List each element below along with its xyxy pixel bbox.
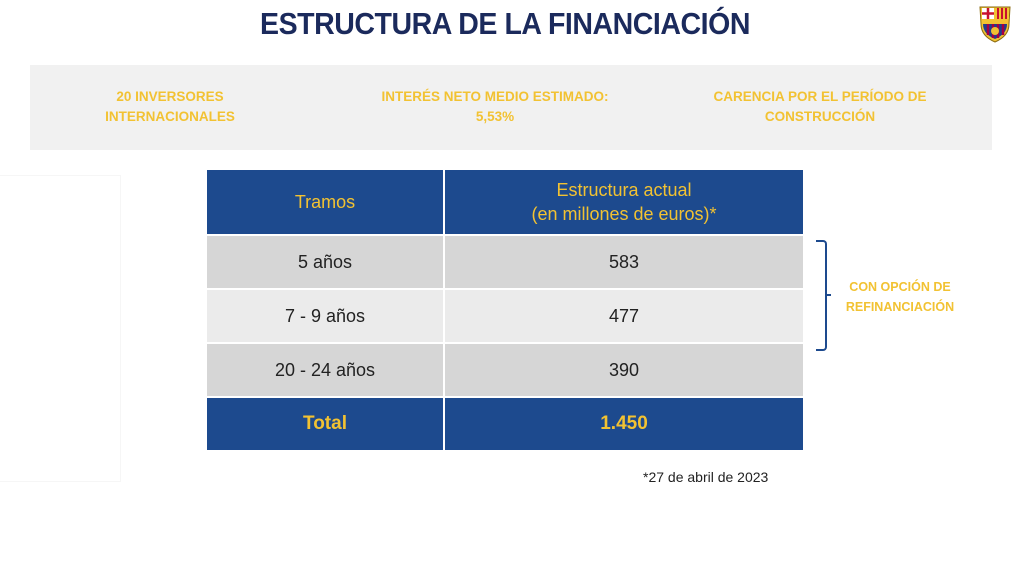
tramo-cell: 20 - 24 años	[207, 344, 445, 396]
highlight-text: CARENCIA POR EL PERÍODO DE	[713, 89, 927, 104]
value-cell: 583	[445, 236, 803, 288]
refinancing-text: CON OPCIÓN DE	[849, 280, 951, 294]
total-value: 1.450	[445, 398, 803, 450]
tramo-cell: 7 - 9 años	[207, 290, 445, 342]
bracket-icon	[816, 240, 831, 351]
header-line: (en millones de euros)*	[531, 204, 717, 224]
table-row: 20 - 24 años 390	[207, 344, 803, 396]
highlight-text: INTERÉS NETO MEDIO ESTIMADO:	[381, 89, 609, 104]
highlight-investors: 20 INVERSORES INTERNACIONALES	[90, 87, 250, 127]
page-title: ESTRUCTURA DE LA FINANCIACIÓN	[260, 6, 750, 41]
highlight-text: 20 INVERSORES	[116, 89, 224, 104]
table-row: 7 - 9 años 477	[207, 290, 803, 342]
table-row: 5 años 583	[207, 236, 803, 288]
highlights-band: 20 INVERSORES INTERNACIONALES INTERÉS NE…	[30, 65, 992, 150]
value-cell: 477	[445, 290, 803, 342]
highlight-text: CONSTRUCCIÓN	[764, 109, 876, 124]
table-total-row: Total 1.450	[207, 398, 803, 450]
highlight-grace-period: CARENCIA POR EL PERÍODO DE CONSTRUCCIÓN	[690, 87, 950, 127]
refinancing-text: REFINANCIACIÓN	[845, 300, 955, 314]
highlight-text: INTERNACIONALES	[105, 109, 235, 124]
header-tramos: Tramos	[207, 170, 445, 234]
table-header-row: Tramos Estructura actual (en millones de …	[207, 170, 803, 234]
header-line: Estructura actual	[556, 180, 692, 200]
background-ghost-panel	[0, 175, 121, 482]
financing-table: Tramos Estructura actual (en millones de …	[207, 168, 803, 452]
value-cell: 390	[445, 344, 803, 396]
highlight-interest: INTERÉS NETO MEDIO ESTIMADO: 5,53%	[350, 87, 640, 127]
header-estructura: Estructura actual (en millones de euros)*	[445, 170, 803, 234]
tramo-cell: 5 años	[207, 236, 445, 288]
refinancing-note: CON OPCIÓN DE REFINANCIACIÓN	[832, 277, 968, 317]
footnote: *27 de abril de 2023	[643, 469, 769, 485]
total-label: Total	[207, 398, 445, 450]
highlight-text: 5,53%	[475, 109, 515, 124]
fc-barcelona-crest-logo	[979, 6, 1011, 43]
